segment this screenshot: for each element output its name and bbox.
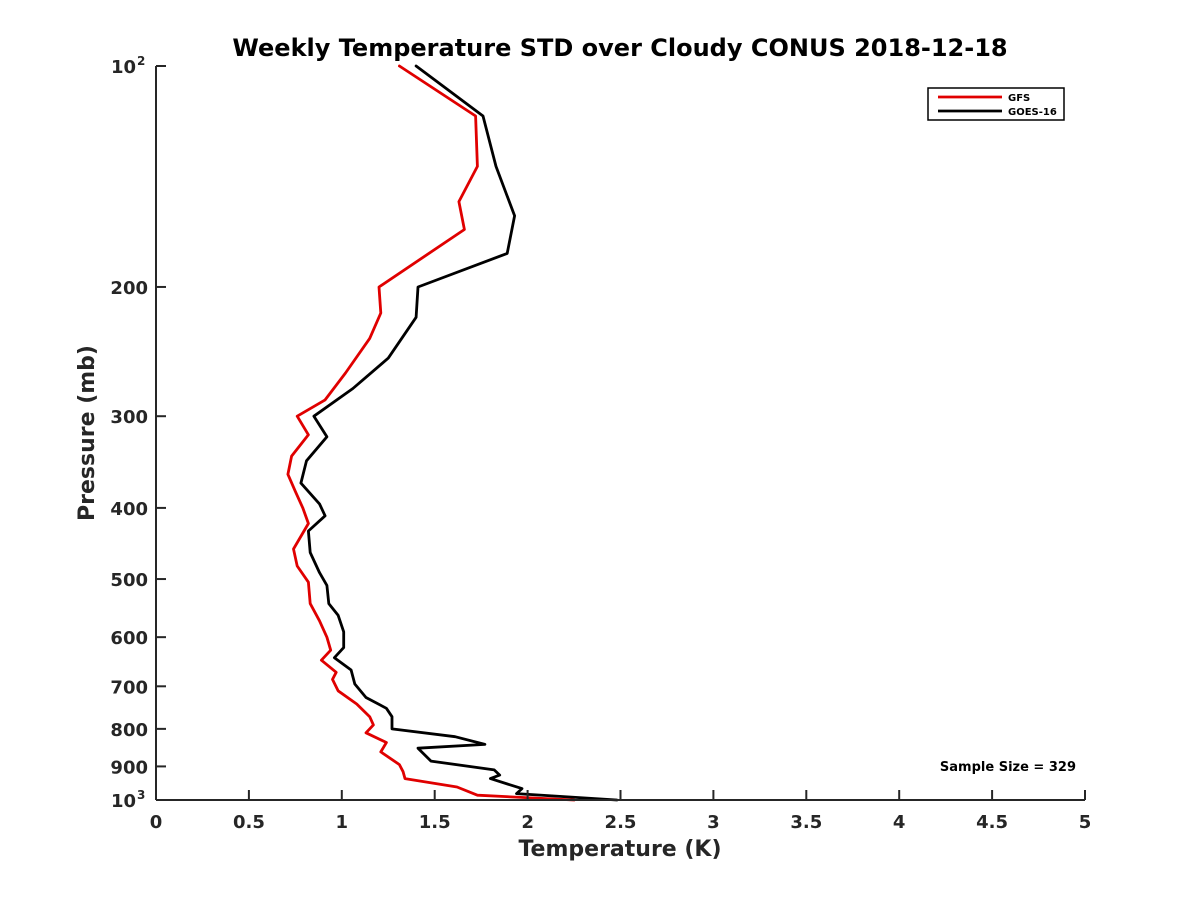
y-tick-label: 300 xyxy=(110,407,148,428)
x-axis-label: Temperature (K) xyxy=(518,837,721,862)
x-tick-label: 3.5 xyxy=(790,812,822,833)
y-tick-label: 10 xyxy=(111,57,136,78)
y-tick-label: 900 xyxy=(110,757,148,778)
y-tick-label: 700 xyxy=(110,677,148,698)
y-tick-label: 10 xyxy=(111,791,136,812)
x-tick-label: 1.5 xyxy=(419,812,451,833)
x-tick-label: 0 xyxy=(150,812,163,833)
series-line-goes-16 xyxy=(299,64,619,802)
axes: 0 0.5 1 1.5 2 2.5 3 3.5 4 4.5 510 22003004005006007… xyxy=(110,54,1091,833)
x-tick-label: 5 xyxy=(1079,812,1092,833)
x-tick-label: 2.5 xyxy=(605,812,637,833)
y-tick-exponent: 3 xyxy=(137,788,145,802)
y-tick-label: 200 xyxy=(110,278,148,299)
sample-size-annotation: Sample Size = 329 xyxy=(940,760,1076,775)
plot-lines xyxy=(286,64,619,802)
series-line-gfs xyxy=(286,64,576,802)
y-tick-label: 500 xyxy=(110,570,148,591)
legend-box xyxy=(927,87,1065,121)
legend: GFS GOES-16 xyxy=(927,87,1065,121)
y-tick-exponent: 2 xyxy=(137,54,145,68)
x-tick-label: 1 xyxy=(336,812,349,833)
x-tick-label: 2 xyxy=(521,812,534,833)
x-tick-label: 4 xyxy=(893,812,906,833)
x-tick-label: 4.5 xyxy=(976,812,1008,833)
x-tick-label: 0.5 xyxy=(233,812,265,833)
chart-title: Weekly Temperature STD over Cloudy CONUS… xyxy=(232,34,1007,62)
y-tick-label: 600 xyxy=(110,628,148,649)
x-tick-label: 3 xyxy=(707,812,720,833)
legend-label: GFS xyxy=(1008,93,1030,104)
y-tick-label: 800 xyxy=(110,720,148,741)
y-axis-label: Pressure (mb) xyxy=(75,345,100,521)
y-tick-label: 400 xyxy=(110,499,148,520)
legend-label: GOES-16 xyxy=(1008,107,1057,118)
